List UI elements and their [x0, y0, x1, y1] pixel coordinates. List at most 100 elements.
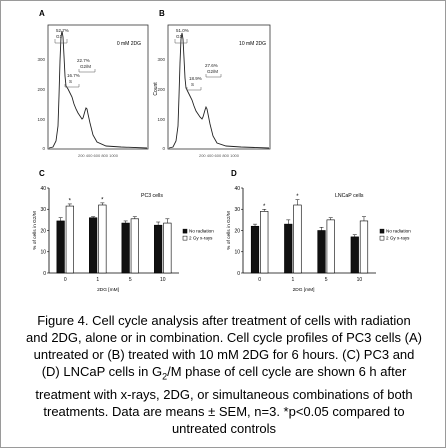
caption-line: and 2DG, alone or in combination. Cell c… — [26, 330, 422, 345]
bar — [350, 236, 359, 274]
y-tick-label: 0 — [237, 271, 240, 277]
panel-a-g1-gate — [54, 39, 68, 44]
panel-a-g2m-gate — [78, 69, 96, 73]
x-tick-label: 0 — [258, 277, 261, 283]
panel-a: A 0 mM 2DG 300 200 100 0 200 400 600 800… — [37, 9, 149, 158]
caption-subscript: 2 — [162, 371, 168, 382]
bar — [250, 225, 260, 274]
panel-a-ytick: 100 — [37, 117, 45, 122]
panel-a-label: 0 mM 2DG — [117, 41, 141, 47]
caption-text: (D) LNCaP cells in G — [41, 364, 163, 379]
caption-line: treatment with x-rays, 2DG, or simultane… — [35, 386, 413, 402]
significance-mark: * — [263, 204, 266, 210]
panel-b-xticks: 200 400 600 800 1000 — [199, 153, 240, 158]
caption-text: /M phase of cell cycle are shown 6 h aft… — [167, 364, 407, 379]
bar — [130, 218, 139, 274]
caption-line: untreated or (B) treated with 10 mM 2DG … — [33, 347, 415, 362]
y-tick-label: 30 — [40, 207, 46, 213]
panel-b-histogram — [168, 32, 270, 149]
panel-b-s-pct: 18.9% — [189, 76, 202, 81]
panel-b-s-gate — [186, 87, 202, 91]
panel-b-label: 10 mM 2DG — [239, 41, 266, 47]
legend-swatch — [182, 235, 188, 241]
panel-b-g2m-label: G2/M — [207, 69, 218, 74]
legend-label: No radiation — [386, 229, 411, 234]
significance-mark: * — [69, 198, 72, 204]
panel-a-ytick: 200 — [37, 87, 45, 92]
bar — [154, 224, 163, 274]
panel-b-g2m-pct: 27.6% — [205, 63, 218, 68]
panel-b-ylabel: Count — [153, 82, 159, 96]
panel-d-letter: D — [231, 169, 237, 178]
panel-a-histogram — [48, 30, 148, 149]
figure-graphic: A 0 mM 2DG 300 200 100 0 200 400 600 800… — [32, 9, 411, 293]
panel-a-s-label: S — [69, 79, 72, 84]
panel-b-g1-pct: 51.0% — [176, 28, 189, 33]
caption-line: untreated controls — [171, 420, 277, 436]
panel-a-s-gate — [64, 84, 80, 88]
y-tick-label: 0 — [43, 271, 46, 277]
caption-line: treatments. Data are means ± SEM, n=3. *… — [43, 403, 405, 419]
y-tick-label: 30 — [234, 207, 240, 213]
x-tick-label: 1 — [96, 277, 99, 283]
panel-b: B 10 mM 2DG Count 300 200 100 0 200 400 … — [153, 9, 271, 158]
bar — [65, 205, 74, 274]
panel-a-xticks: 200 400 600 800 1000 — [78, 153, 119, 158]
bar — [121, 222, 130, 274]
caption-line: (D) LNCaP cells in G2/M phase of cell cy… — [9, 363, 439, 386]
panel-a-ytick: 300 — [37, 57, 45, 62]
legend-swatch — [379, 235, 385, 241]
x-tick-label: 0 — [64, 277, 67, 283]
chart-title: LNCaP cells — [335, 193, 364, 199]
caption-line: Figure 4. Cell cycle analysis after trea… — [37, 313, 411, 328]
significance-mark: * — [296, 194, 299, 200]
legend-label: No radiation — [189, 229, 214, 234]
y-axis-label: % of cells in G2/M — [32, 211, 38, 250]
panel-a-ytick: 0 — [42, 146, 45, 151]
panel-b-plot-frame — [167, 24, 271, 150]
panel-a-g1-label: G1 — [56, 34, 63, 39]
panel-b-g1-label: G1 — [176, 34, 183, 39]
x-axis-label: 2DG [mM] — [97, 287, 119, 293]
bar — [56, 220, 65, 274]
bar — [326, 219, 335, 274]
y-tick-label: 10 — [40, 250, 46, 256]
significance-mark: * — [101, 197, 104, 203]
panel-c-letter: C — [39, 169, 45, 178]
panel-b-s-label: S — [191, 82, 194, 87]
bar — [293, 204, 302, 274]
panel-a-g2m-label: G2/M — [80, 64, 91, 69]
y-tick-label: 20 — [234, 228, 240, 234]
panel-a-g1-pct: 52.7% — [56, 28, 69, 33]
x-tick-label: 1 — [291, 277, 294, 283]
x-tick-label: 5 — [325, 277, 328, 283]
bar — [98, 204, 107, 274]
bar — [163, 222, 172, 274]
panel-b-ytick: 0 — [162, 146, 165, 151]
y-axis-label: % of cells in G2/M — [226, 211, 232, 250]
panel-b-ytick: 100 — [157, 117, 165, 122]
panel-a-letter: A — [39, 9, 45, 18]
panel-a-plot-frame — [47, 24, 149, 150]
bar — [260, 211, 269, 274]
panel-a-s-pct: 16.7% — [67, 73, 80, 78]
bar — [89, 217, 98, 274]
legend-swatch — [182, 228, 188, 234]
legend-label: 2 Gy x-rays — [386, 236, 410, 241]
y-tick-label: 20 — [40, 228, 46, 234]
bar — [317, 230, 326, 274]
panel-a-g2m-pct: 22.7% — [77, 58, 90, 63]
panel-c-chart: C 0 10 20 30 40 % of cells in G2/M PC3 cells * 0… — [32, 169, 214, 293]
x-tick-label: 10 — [357, 277, 363, 283]
chart-title: PC3 cells — [141, 193, 163, 199]
x-tick-label: 10 — [160, 277, 166, 283]
panel-b-ytick: 200 — [157, 87, 165, 92]
y-tick-label: 10 — [234, 250, 240, 256]
x-tick-label: 5 — [129, 277, 132, 283]
bar — [284, 223, 293, 274]
panel-b-ytick: 300 — [157, 57, 165, 62]
figure-caption: Figure 4. Cell cycle analysis after trea… — [9, 312, 439, 437]
y-tick-label: 40 — [234, 186, 240, 192]
